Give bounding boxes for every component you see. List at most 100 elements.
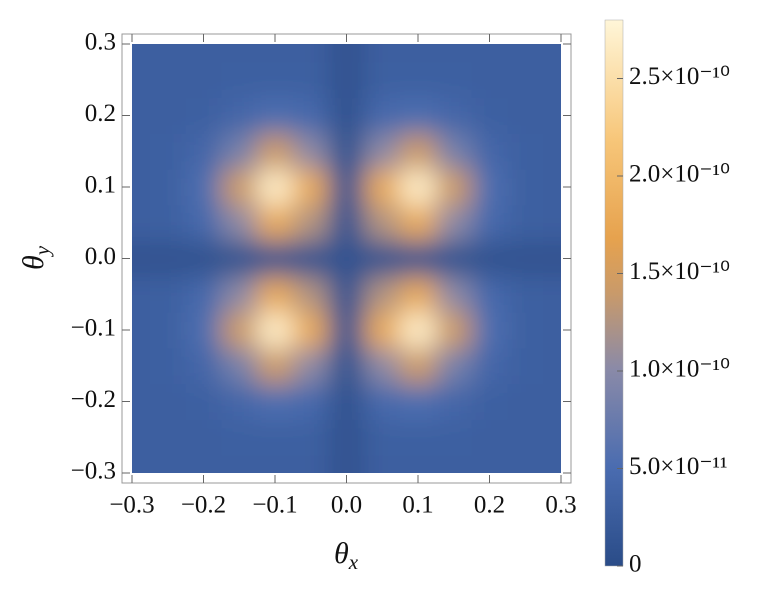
heatmap-cell xyxy=(221,419,258,456)
heatmap-cells xyxy=(132,44,561,473)
heatmap-cell xyxy=(292,347,330,385)
heatmap-cell xyxy=(149,97,187,134)
heatmap-cell xyxy=(185,240,222,277)
heatmap-cell xyxy=(400,204,437,242)
heatmap-cell xyxy=(471,347,508,385)
heatmap-cell xyxy=(507,383,544,420)
heatmap-cell xyxy=(185,312,222,349)
heatmap-cell xyxy=(292,61,330,99)
heatmap-cell xyxy=(543,419,561,456)
heatmap-cell xyxy=(471,240,508,277)
heatmap-cell xyxy=(132,204,151,242)
heatmap-cell xyxy=(364,44,401,63)
heatmap-cell xyxy=(257,44,294,63)
heatmap-cell xyxy=(543,61,561,99)
heatmap-cell xyxy=(364,204,401,242)
heatmap-cell xyxy=(221,97,258,134)
heatmap-cell xyxy=(507,61,544,99)
heatmap-cell xyxy=(400,455,437,473)
heatmap-cell xyxy=(471,44,508,63)
heatmap-cell xyxy=(292,240,330,277)
heatmap-cell xyxy=(435,133,473,170)
heatmap-cell xyxy=(149,240,187,277)
heatmap-cell xyxy=(543,240,561,277)
heatmap-cell xyxy=(149,312,187,349)
heatmap-cell xyxy=(435,312,473,349)
heatmap-cell xyxy=(364,419,401,456)
heatmap-cell xyxy=(132,455,151,473)
y-tick-label: 0.0 xyxy=(85,243,116,270)
colorbar-tick-label: 0 xyxy=(629,551,642,578)
y-axis-label: θy xyxy=(17,245,54,270)
heatmap-cell xyxy=(257,61,294,99)
heatmap-cell xyxy=(364,133,401,170)
heatmap-cell xyxy=(221,61,258,99)
x-tick-label: 0.3 xyxy=(545,492,576,519)
heatmap-cell xyxy=(257,419,294,456)
y-label-sub: y xyxy=(30,245,54,257)
heatmap-cell xyxy=(257,133,294,170)
heatmap-cell xyxy=(507,133,544,170)
heatmap-cell xyxy=(543,44,561,63)
heatmap-cell xyxy=(507,276,544,313)
heatmap-cell xyxy=(543,133,561,170)
heatmap-cell xyxy=(435,240,473,277)
heatmap-cell xyxy=(185,97,222,134)
heatmap-cell xyxy=(149,204,187,242)
heatmap-cell xyxy=(149,419,187,456)
heatmap-cell xyxy=(132,240,151,277)
heatmap-cell xyxy=(221,169,258,206)
heatmap-cell xyxy=(328,169,365,206)
heatmap-cell xyxy=(471,97,508,134)
heatmap-cell xyxy=(328,97,365,134)
heatmap-cell xyxy=(257,97,294,134)
heatmap-cell xyxy=(400,61,437,99)
heatmap-cell xyxy=(149,276,187,313)
heatmap-cell xyxy=(543,169,561,206)
heatmap-cell xyxy=(400,347,437,385)
heatmap-cell xyxy=(543,97,561,134)
heatmap-cell xyxy=(149,61,187,99)
heatmap-cell xyxy=(132,383,151,420)
heatmap-cell xyxy=(543,455,561,473)
plot-area xyxy=(132,44,561,473)
heatmap-cell xyxy=(132,133,151,170)
heatmap-cell xyxy=(471,383,508,420)
x-label-symbol: θ xyxy=(334,537,349,570)
x-tick-label: 0.0 xyxy=(331,492,362,519)
heatmap-cell xyxy=(132,276,151,313)
x-tick-label: −0.3 xyxy=(109,492,154,519)
heatmap-cell xyxy=(221,383,258,420)
heatmap-cell xyxy=(328,61,365,99)
heatmap-cell xyxy=(400,240,437,277)
heatmap-cell xyxy=(400,97,437,134)
heatmap-cell xyxy=(328,240,365,277)
heatmap-cell xyxy=(292,204,330,242)
heatmap-cell xyxy=(507,44,544,63)
heatmap-cell xyxy=(328,383,365,420)
heatmap-cell xyxy=(257,383,294,420)
heatmap-cell xyxy=(543,383,561,420)
heatmap-cell xyxy=(185,61,222,99)
heatmap-cell xyxy=(364,240,401,277)
heatmap-cell xyxy=(149,347,187,385)
heatmap-cell xyxy=(257,455,294,473)
heatmap-cell xyxy=(364,97,401,134)
heatmap-cell xyxy=(435,276,473,313)
heatmap-cell xyxy=(221,133,258,170)
heatmap-cell xyxy=(292,44,330,63)
heatmap-cell xyxy=(221,44,258,63)
heatmap-cell xyxy=(471,61,508,99)
heatmap-cell xyxy=(507,204,544,242)
heatmap-cell xyxy=(435,383,473,420)
heatmap-cell xyxy=(507,455,544,473)
heatmap-cell xyxy=(435,97,473,134)
y-tick-label: −0.2 xyxy=(71,386,116,413)
heatmap-cell xyxy=(149,133,187,170)
heatmap-cell xyxy=(185,169,222,206)
x-tick-label: 0.2 xyxy=(474,492,505,519)
heatmap-cell xyxy=(543,204,561,242)
heatmap-cell xyxy=(221,276,258,313)
heatmap-cell xyxy=(132,169,151,206)
